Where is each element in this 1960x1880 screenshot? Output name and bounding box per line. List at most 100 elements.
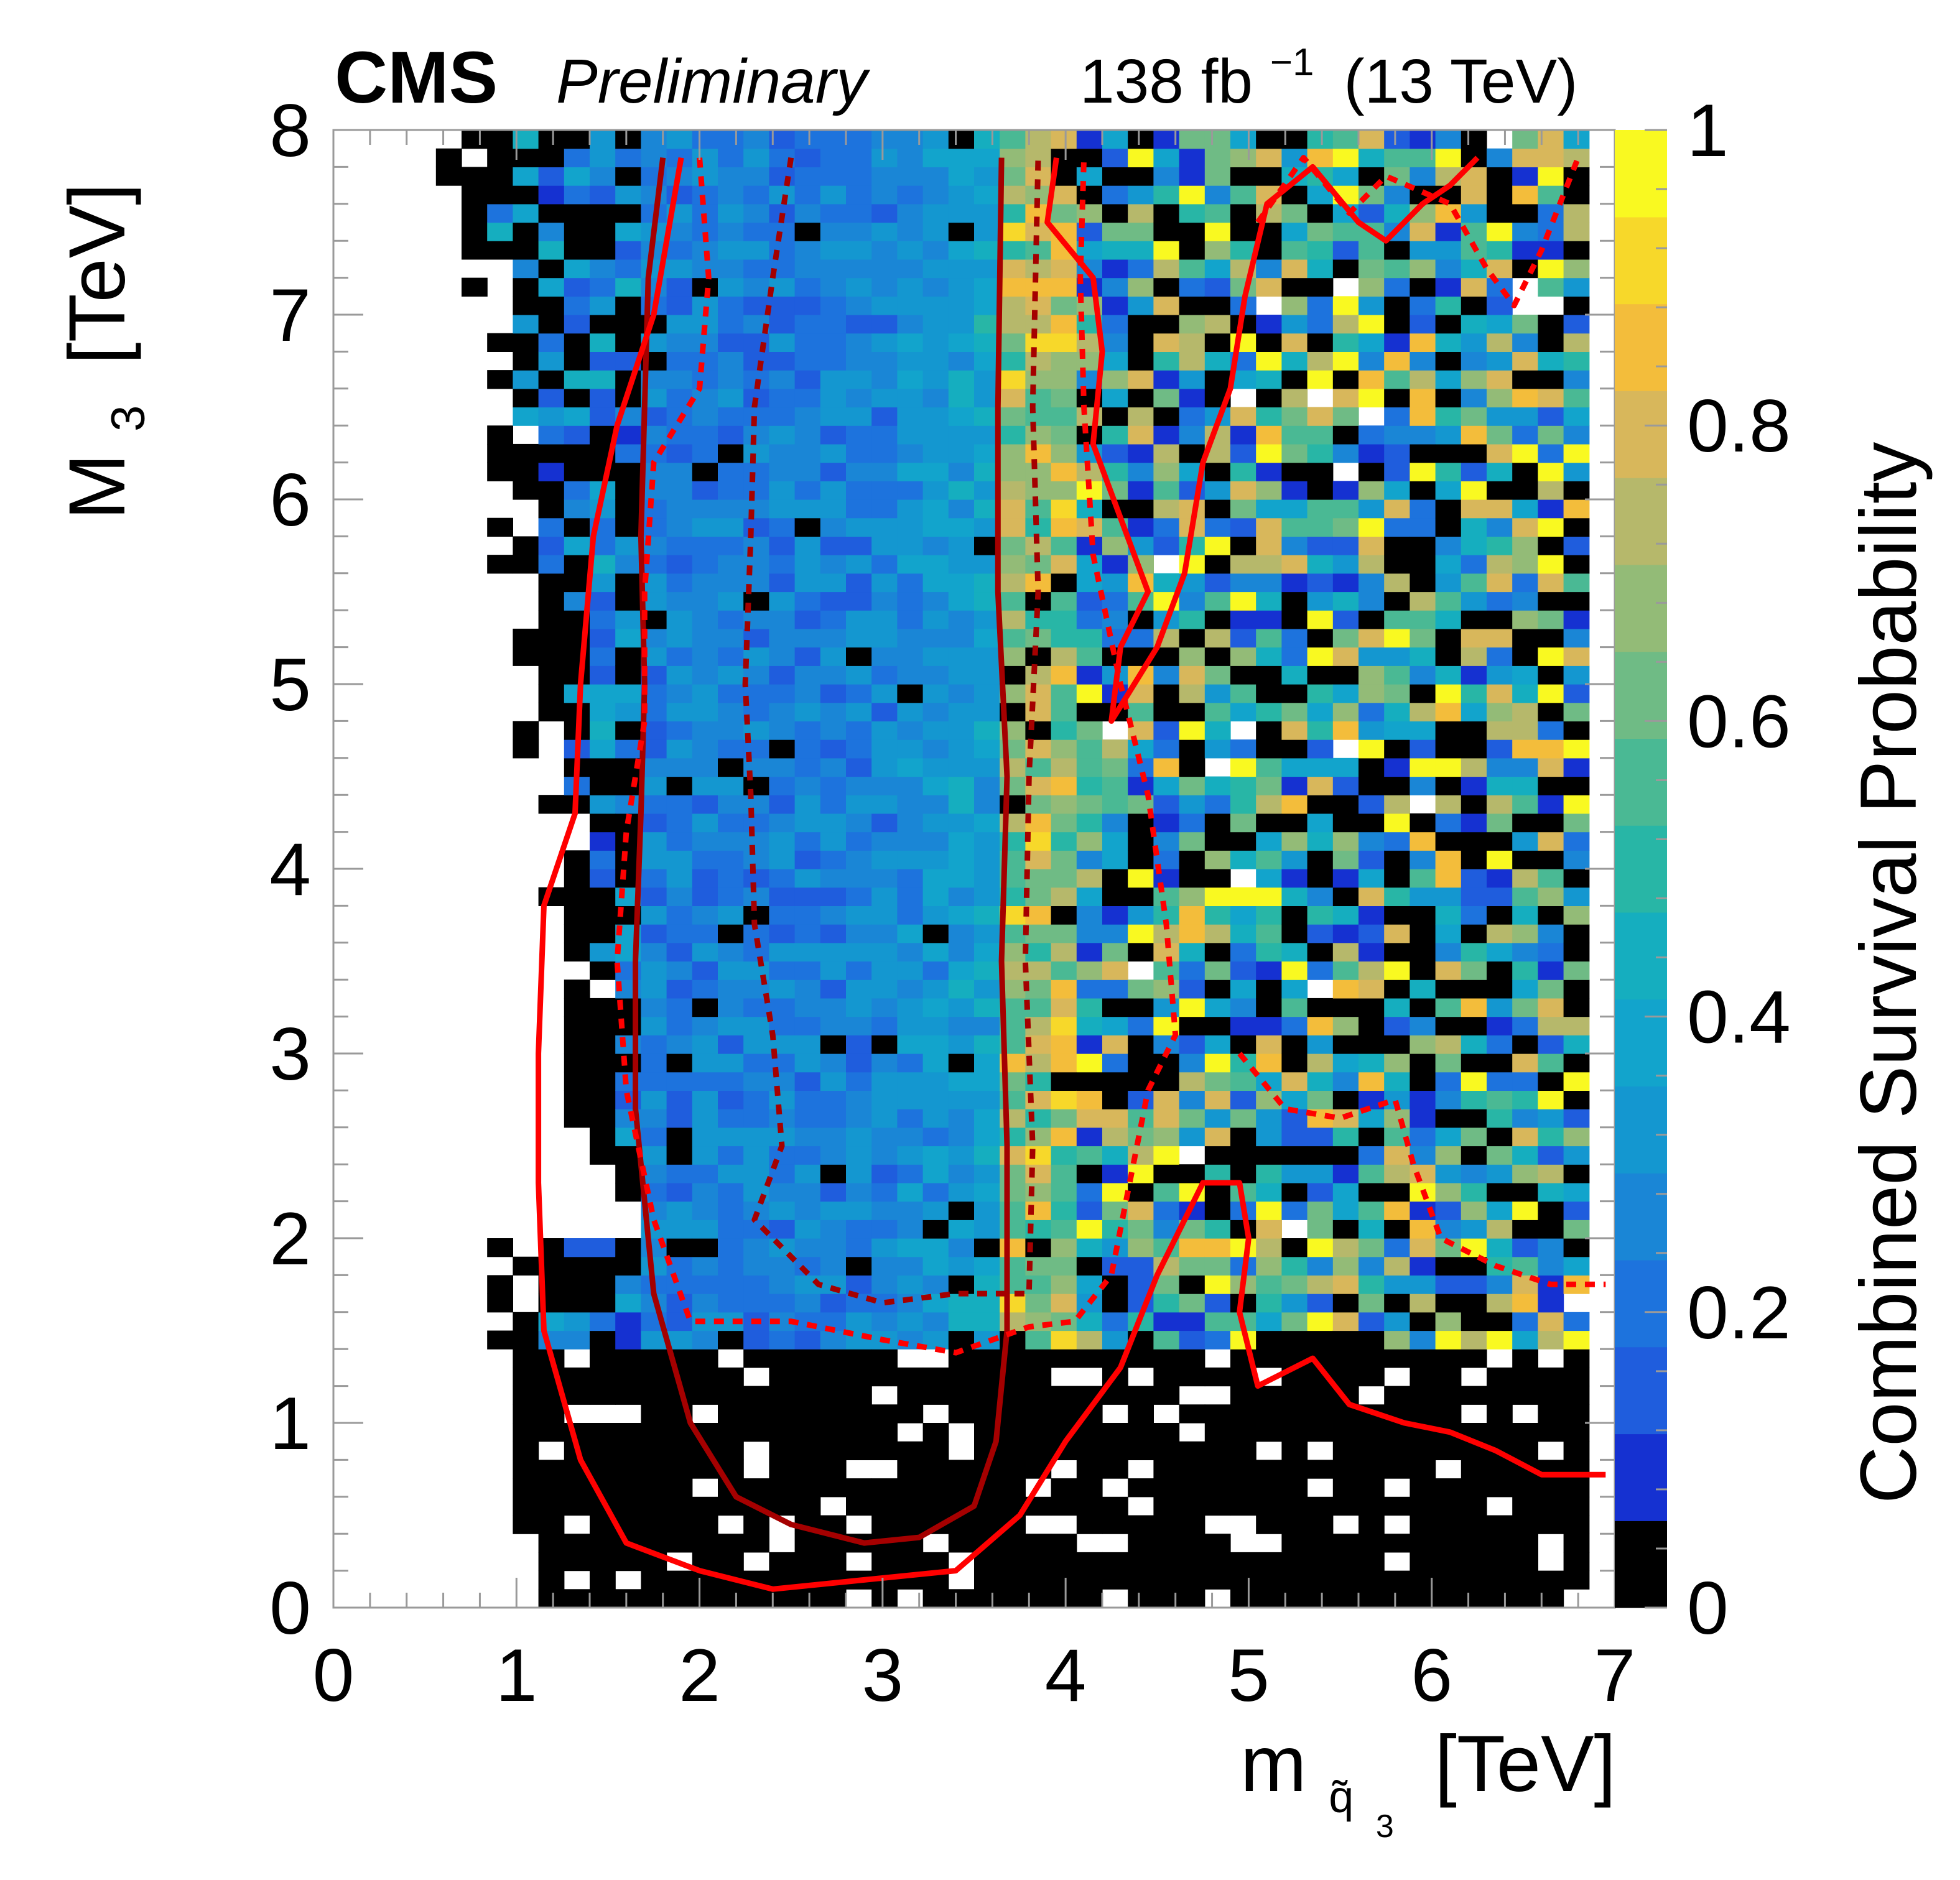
- heatmap-cell: [1487, 887, 1513, 906]
- heatmap-cell: [641, 499, 667, 519]
- heatmap-cell: [948, 1404, 975, 1424]
- heatmap-cell: [615, 259, 641, 279]
- heatmap-cell: [590, 1072, 616, 1091]
- heatmap-cell: [1051, 776, 1077, 795]
- heatmap-cell: [564, 407, 590, 426]
- heatmap-cell: [1179, 333, 1205, 352]
- heatmap-cell: [1051, 628, 1077, 648]
- heatmap-cell: [1563, 241, 1590, 260]
- heatmap-cell: [897, 462, 924, 481]
- heatmap-cell: [1435, 1164, 1462, 1183]
- heatmap-cell: [1332, 333, 1359, 352]
- heatmap-cell: [1230, 555, 1256, 574]
- heatmap-cell: [794, 555, 821, 574]
- heatmap-cell: [1179, 591, 1205, 611]
- heatmap-cell: [666, 1460, 693, 1479]
- heatmap-cell: [897, 942, 924, 962]
- heatmap-cell: [1179, 1294, 1205, 1313]
- heatmap-cell: [1281, 351, 1308, 371]
- heatmap-cell: [1563, 1534, 1590, 1553]
- heatmap-cell: [1281, 813, 1308, 833]
- heatmap-cell: [1487, 1534, 1513, 1553]
- heatmap-cell: [794, 1090, 821, 1109]
- heatmap-cell: [1102, 1164, 1128, 1183]
- heatmap-cell: [1461, 757, 1487, 777]
- heatmap-cell: [974, 795, 1000, 814]
- heatmap-cell: [794, 721, 821, 740]
- heatmap-cell: [769, 979, 796, 999]
- heatmap-cell: [615, 721, 641, 740]
- heatmap-cell: [820, 296, 847, 315]
- heatmap-cell: [769, 241, 796, 260]
- heatmap-cell: [1153, 795, 1180, 814]
- heatmap-cell: [1538, 351, 1564, 371]
- heatmap-cell: [871, 1146, 898, 1165]
- heatmap-cell: [718, 1441, 744, 1460]
- heatmap-cell: [1256, 1109, 1282, 1128]
- heatmap-cell: [1538, 388, 1564, 408]
- heatmap-cell: [948, 739, 975, 759]
- heatmap-cell: [1307, 942, 1334, 962]
- heatmap-cell: [1359, 241, 1385, 260]
- heatmap-cell: [1051, 462, 1077, 481]
- heatmap-cell: [1538, 1164, 1564, 1183]
- heatmap-cell: [538, 499, 565, 519]
- heatmap-cell: [590, 222, 616, 241]
- heatmap-cell: [692, 1164, 718, 1183]
- heatmap-cell: [769, 1090, 796, 1109]
- heatmap-cell: [666, 1570, 693, 1590]
- heatmap-cell: [1435, 333, 1462, 352]
- heatmap-cell: [1307, 684, 1334, 703]
- heatmap-cell: [718, 721, 744, 740]
- heatmap-cell: [666, 1496, 693, 1516]
- heatmap-cell: [615, 1423, 641, 1442]
- heatmap-cell: [1025, 702, 1052, 721]
- heatmap-cell: [1435, 443, 1462, 463]
- heatmap-cell: [1332, 1496, 1359, 1516]
- heatmap-cell: [1256, 333, 1282, 352]
- heatmap-cell: [1461, 203, 1487, 223]
- heatmap-cell: [948, 757, 975, 777]
- heatmap-cell: [1281, 1478, 1308, 1498]
- heatmap-cell: [1384, 443, 1410, 463]
- heatmap-cell: [1230, 185, 1256, 205]
- heatmap-cell: [564, 1552, 590, 1572]
- heatmap-cell: [1538, 277, 1564, 297]
- heatmap-cell: [615, 148, 641, 167]
- heatmap-cell: [1153, 1570, 1180, 1590]
- heatmap-cell: [1153, 222, 1180, 241]
- heatmap-cell: [538, 1534, 565, 1553]
- heatmap-cell: [487, 148, 513, 167]
- heatmap-cell: [1153, 499, 1180, 519]
- heatmap-cell: [1435, 1330, 1462, 1350]
- heatmap-cell: [1512, 1496, 1538, 1516]
- heatmap-cell: [1025, 1349, 1052, 1368]
- heatmap-cell: [692, 628, 718, 648]
- heatmap-cell: [922, 481, 949, 500]
- heatmap-cell: [1076, 148, 1103, 167]
- heatmap-cell: [487, 203, 513, 223]
- heatmap-cell: [1230, 702, 1256, 721]
- heatmap-cell: [1410, 924, 1436, 943]
- heatmap-cell: [1410, 1294, 1436, 1313]
- heatmap-cell: [897, 1460, 924, 1479]
- heatmap-cell: [974, 610, 1000, 629]
- heatmap-cell: [820, 1423, 847, 1442]
- heatmap-cell: [1435, 1201, 1462, 1220]
- heatmap-cell: [1512, 1220, 1538, 1239]
- heatmap-cell: [794, 1460, 821, 1479]
- heatmap-cell: [794, 351, 821, 371]
- heatmap-cell: [820, 1386, 847, 1405]
- heatmap-cell: [1000, 1294, 1026, 1313]
- heatmap-cell: [692, 924, 718, 943]
- heatmap-cell: [846, 869, 872, 888]
- heatmap-cell: [1461, 998, 1487, 1017]
- heatmap-cell: [692, 1386, 718, 1405]
- heatmap-cell: [1332, 702, 1359, 721]
- heatmap-cell: [820, 462, 847, 481]
- heatmap-cell: [1179, 647, 1205, 666]
- heatmap-cell: [769, 296, 796, 315]
- heatmap-cell: [538, 222, 565, 241]
- heatmap-cell: [1076, 1478, 1103, 1498]
- heatmap-cell: [948, 1109, 975, 1128]
